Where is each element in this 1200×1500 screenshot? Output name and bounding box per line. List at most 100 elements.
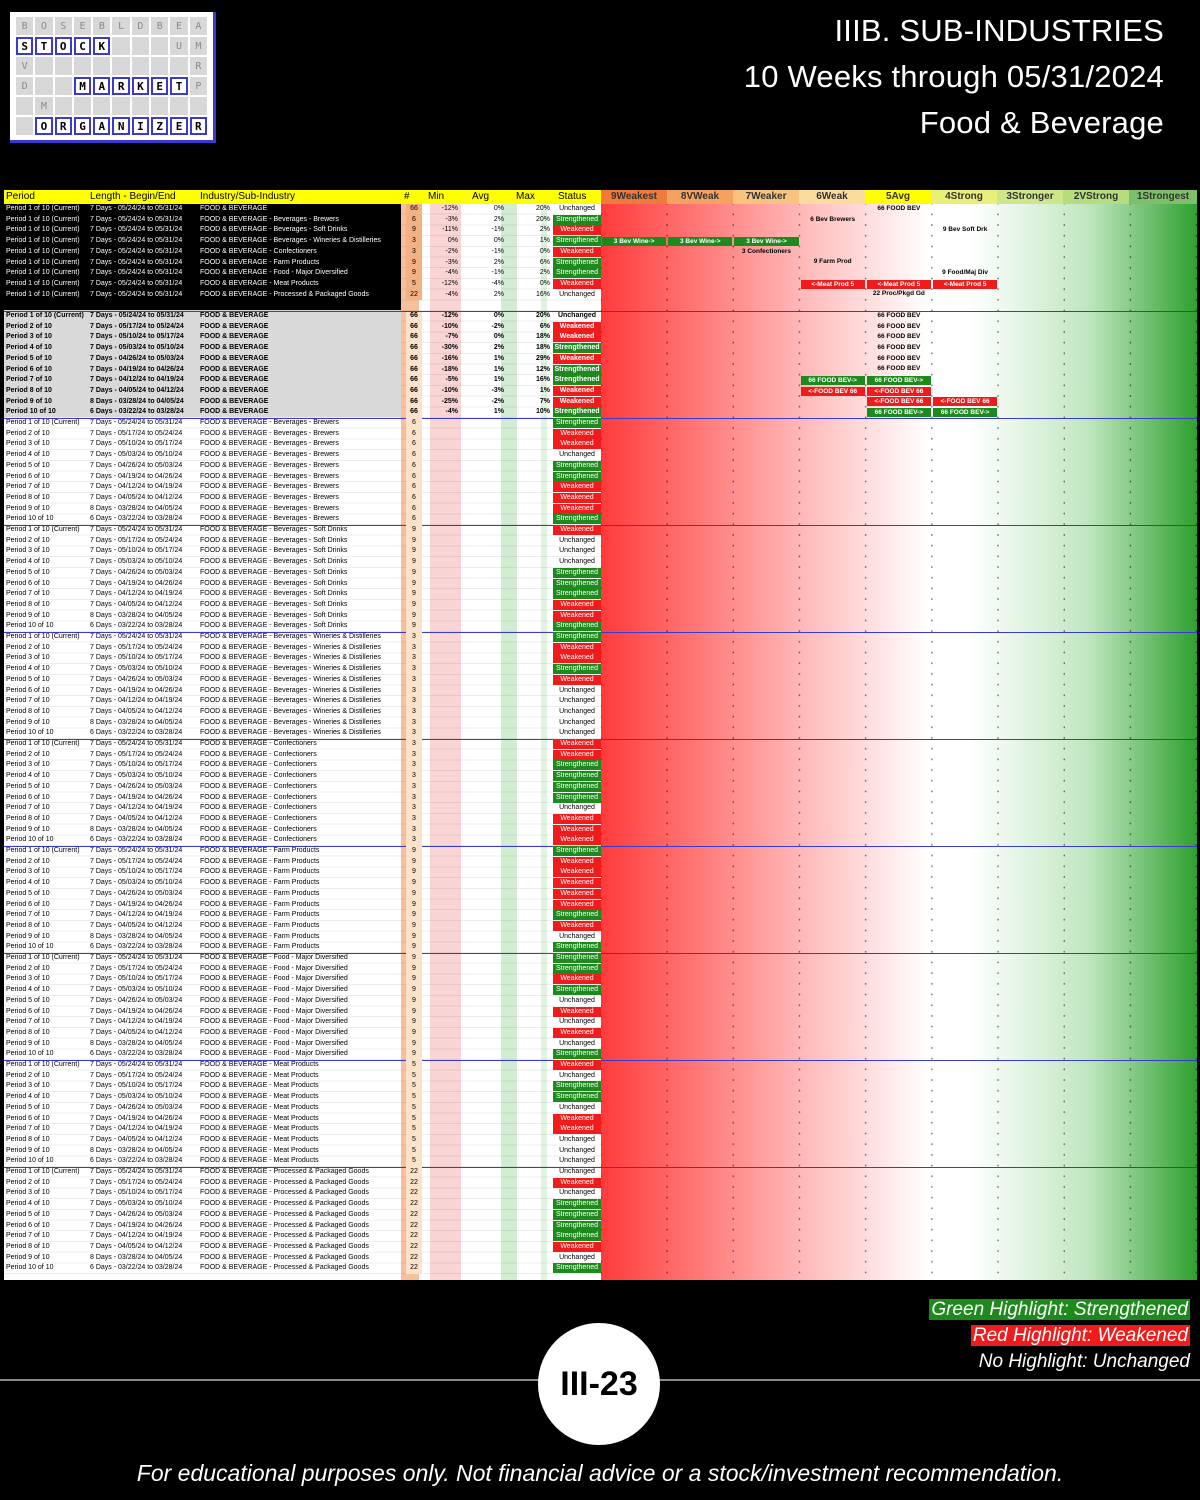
cell-count: 9: [406, 589, 422, 600]
cell-length: 7 Days - 05/10/24 to 05/17/24: [90, 654, 183, 662]
cell-status: Weakened: [553, 1006, 601, 1017]
cell-industry: FOOD & BEVERAGE - Processed & Packaged G…: [200, 1221, 369, 1229]
cell-industry: FOOD & BEVERAGE - Farm Products: [200, 868, 320, 876]
cell-status: Strengthened: [553, 567, 601, 578]
zone-label: 66 FOOD BEV: [877, 343, 921, 351]
cell-period: Period 1 of 10 (Current): [6, 526, 80, 533]
cell-status: Weakened: [553, 835, 601, 846]
legend-unchanged: No Highlight: Unchanged: [978, 1351, 1190, 1372]
cell-status: Strengthened: [553, 236, 601, 247]
logo-letter-cell: P: [189, 77, 207, 95]
highlight-legend: Green Highlight: Strengthened Red Highli…: [929, 1297, 1190, 1375]
cell-max: 20%: [535, 312, 550, 319]
cell-length: 8 Days - 03/28/24 to 04/05/24: [90, 718, 183, 726]
cell-industry: FOOD & BEVERAGE - Farm Products: [200, 911, 320, 919]
cell-industry: FOOD & BEVERAGE - Beverages - Wineries &…: [200, 675, 381, 683]
cell-industry: FOOD & BEVERAGE - Meat Products: [200, 1146, 319, 1154]
cell-count: 66: [406, 204, 422, 215]
cell-period: Period 1 of 10 (Current): [6, 226, 80, 234]
cell-count: 9: [406, 974, 422, 986]
cell-industry: FOOD & BEVERAGE - Food - Major Diversifi…: [200, 1007, 348, 1015]
logo-letter-cell: E: [170, 117, 188, 135]
cell-industry: FOOD & BEVERAGE - Beverages - Soft Drink…: [200, 536, 348, 544]
cell-length: 7 Days - 05/24/24 to 05/31/24: [90, 633, 183, 640]
cell-status: Weakened: [553, 1124, 601, 1135]
cell-count: 9: [406, 268, 422, 279]
cell-industry: FOOD & BEVERAGE - Farm Products: [200, 932, 320, 940]
cell-count: 3: [406, 236, 422, 247]
cell-period: Period 7 of 10: [6, 911, 50, 919]
cell-length: 7 Days - 05/17/24 to 05/24/24: [90, 429, 183, 437]
zone-label: 3 Confectioners: [741, 247, 792, 255]
cell-count: 5: [406, 1145, 422, 1157]
cell-length: 7 Days - 05/24/24 to 05/31/24: [90, 269, 183, 277]
cell-period: Period 1 of 10 (Current): [6, 633, 80, 640]
cell-length: 7 Days - 04/19/24 to 04/26/24: [90, 1114, 183, 1122]
logo-letter-cell: B: [151, 17, 169, 35]
cell-min: 0%: [447, 237, 458, 245]
cell-length: 7 Days - 05/10/24 to 05/17/24: [90, 1189, 183, 1197]
cell-period: Period 1 of 10 (Current): [6, 419, 80, 426]
cell-period: Period 1 of 10 (Current): [6, 1061, 80, 1068]
cell-length: 6 Days - 03/22/24 to 03/28/24: [90, 515, 183, 523]
cell-count: 5: [406, 1134, 422, 1146]
cell-count: 9: [406, 546, 422, 558]
cell-count: 6: [406, 428, 422, 440]
cell-min: -4%: [445, 290, 458, 298]
cell-period: Period 1 of 10 (Current): [6, 205, 80, 212]
cell-length: 6 Days - 03/22/24 to 03/28/24: [90, 729, 183, 737]
cell-industry: FOOD & BEVERAGE - Farm Products: [200, 857, 320, 865]
cell-count: 9: [406, 535, 422, 547]
cell-period: Period 4 of 10: [6, 986, 50, 994]
cell-count: 3: [406, 674, 422, 686]
cell-count: 3: [406, 642, 422, 654]
logo-letter-cell: [54, 97, 72, 115]
cell-status: Weakened: [553, 920, 601, 931]
logo-letter-cell: [189, 97, 207, 115]
logo-letter-cell: D: [16, 77, 34, 95]
title-line-section: IIIB. SUB-INDUSTRIES: [834, 13, 1164, 48]
cell-period: Period 2 of 10: [6, 964, 50, 972]
cell-status: Strengthened: [553, 953, 601, 963]
cell-period: Period 4 of 10: [6, 879, 50, 887]
cell-avg: 1%: [493, 376, 504, 384]
header-length: Length - Begin/End: [90, 191, 176, 202]
cell-period: Period 7 of 10: [6, 376, 52, 384]
industry-history-block: [4, 310, 401, 417]
cell-status: Strengthened: [553, 1209, 601, 1220]
cell-max: 20%: [535, 205, 550, 212]
cell-industry: FOOD & BEVERAGE - Food - Major Diversifi…: [200, 954, 348, 961]
logo-letter-cell: R: [112, 77, 130, 95]
cell-status: Unchanged: [559, 932, 595, 940]
logo-letter-cell: M: [73, 77, 92, 95]
cell-count: 9: [406, 888, 422, 900]
cell-status: Strengthened: [553, 268, 601, 279]
cell-count: 9: [406, 557, 422, 568]
cell-min: -2%: [445, 247, 458, 255]
logo-letter-cell: S: [54, 17, 72, 35]
header-zone-8: 8VWeak: [667, 190, 733, 204]
cell-count: 22: [406, 1167, 422, 1178]
zone-label: 9 Food/Maj Div: [942, 269, 989, 276]
logo-letter-cell: R: [54, 117, 72, 135]
cell-status: Weakened: [553, 739, 601, 749]
cell-length: 7 Days - 04/12/24 to 04/19/24: [90, 376, 184, 384]
cell-status: Weakened: [553, 878, 601, 889]
header-zone-6: 6Weak: [799, 190, 865, 204]
cell-count: 22: [406, 1231, 422, 1242]
header-status: Status: [558, 191, 587, 202]
cell-length: 7 Days - 04/12/24 to 04/19/24: [90, 1232, 183, 1240]
cell-industry: FOOD & BEVERAGE - Beverages - Wineries &…: [200, 707, 381, 715]
cell-min: -12%: [441, 205, 458, 212]
cell-status: Strengthened: [553, 942, 601, 953]
cell-period: Period 2 of 10: [6, 750, 50, 758]
cell-industry: FOOD & BEVERAGE: [200, 344, 269, 352]
cell-count: 3: [406, 813, 422, 825]
cell-industry: FOOD & BEVERAGE - Confectioners: [200, 740, 317, 747]
cell-status: Strengthened: [553, 375, 601, 386]
cell-count: 6: [406, 418, 422, 429]
cell-industry: FOOD & BEVERAGE - Beverages - Brewers: [200, 419, 339, 426]
cell-industry: FOOD & BEVERAGE - Processed & Packaged G…: [200, 1264, 369, 1272]
cell-status: Weakened: [553, 482, 601, 493]
cell-length: 8 Days - 03/28/24 to 04/05/24: [90, 932, 183, 940]
